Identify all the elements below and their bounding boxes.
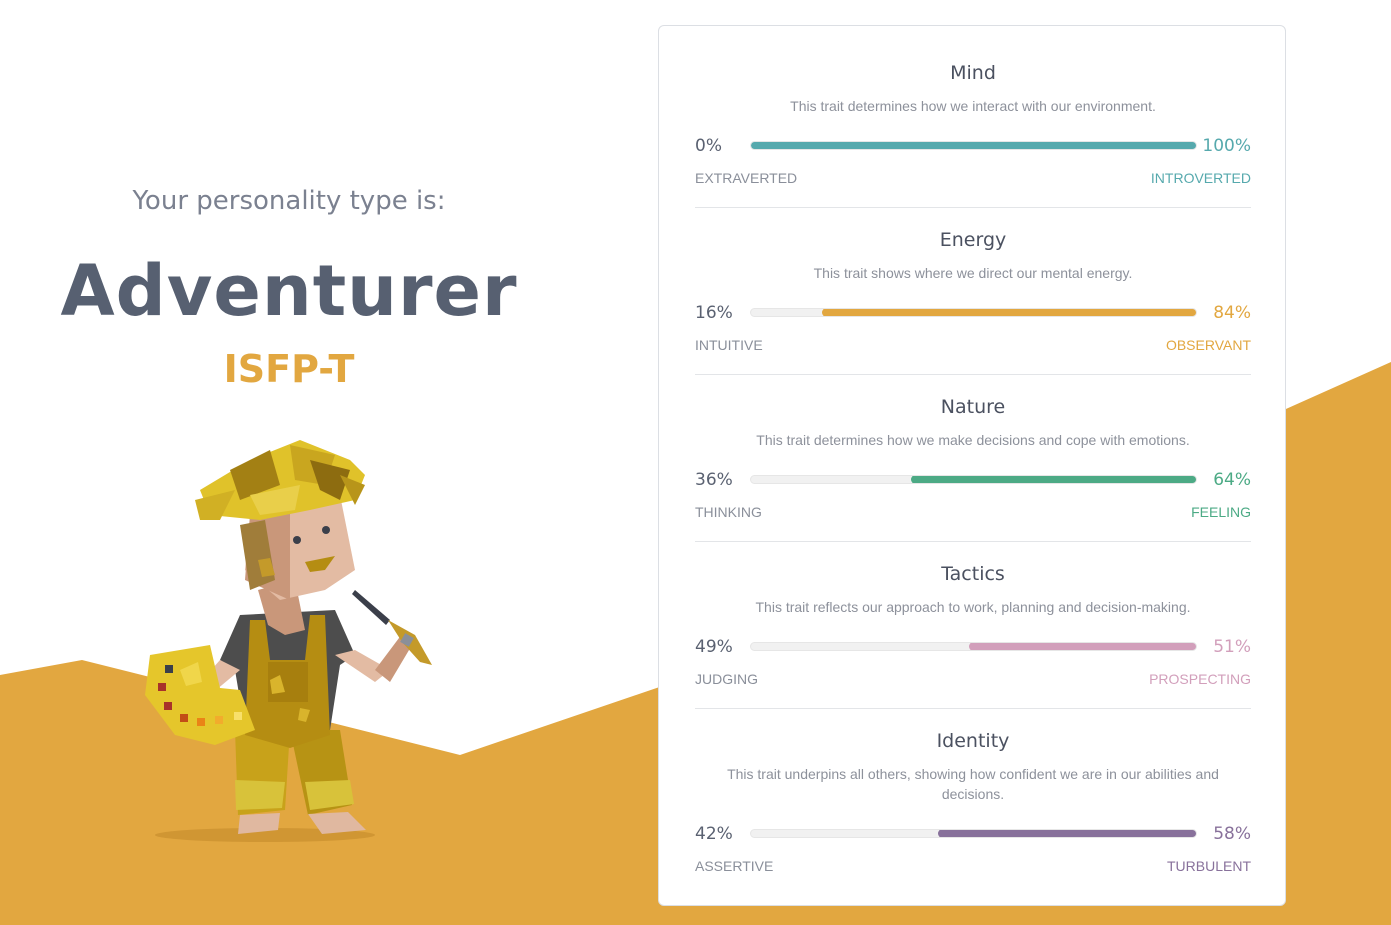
trait-right-percent: 100%: [1202, 136, 1251, 156]
trait-right-percent: 58%: [1213, 824, 1251, 844]
trait-title: Tactics: [941, 563, 1005, 585]
trait-description: This trait underpins all others, showing…: [727, 766, 1219, 802]
adventurer-illustration: [145, 440, 432, 842]
trait-1: Energy This trait shows where we direct o…: [695, 193, 1251, 359]
trait-description: This trait determines how we interact wi…: [790, 98, 1156, 114]
trait-right-label: FEELING: [1191, 504, 1251, 520]
trait-left-label: JUDGING: [695, 671, 758, 687]
trait-left-label: INTUITIVE: [695, 337, 763, 353]
trait-left-percent: 49%: [695, 637, 733, 657]
trait-right-label: PROSPECTING: [1149, 671, 1251, 687]
trait-right-percent: 84%: [1213, 303, 1251, 323]
trait-left-percent: 0%: [695, 136, 722, 156]
trait-right-percent: 51%: [1213, 637, 1251, 657]
trait-divider: [695, 374, 1251, 375]
trait-title: Mind: [950, 62, 996, 84]
trait-bar-fill: [911, 476, 1196, 483]
trait-left-percent: 16%: [695, 303, 733, 323]
traits-card: Mind This trait determines how we interac…: [658, 25, 1286, 906]
trait-right-label: INTROVERTED: [1150, 170, 1251, 186]
trait-divider: [695, 541, 1251, 542]
trait-description: This trait shows where we direct our men…: [813, 265, 1133, 281]
trait-bar-track: [750, 642, 1197, 651]
trait-3: Tactics This trait reflects our approach …: [695, 527, 1251, 693]
trait-description: This trait reflects our approach to work…: [755, 599, 1191, 615]
trait-description: This trait determines how we make decisi…: [756, 432, 1190, 448]
trait-bar-fill: [937, 830, 1196, 837]
trait-right-label: TURBULENT: [1166, 858, 1251, 874]
trait-left-label: EXTRAVERTED: [695, 170, 798, 186]
trait-divider: [695, 207, 1251, 208]
trait-4: Identity This trait underpins all others,…: [695, 694, 1251, 874]
trait-bar-fill: [751, 142, 1196, 149]
personality-type-name: Adventurer: [60, 250, 518, 332]
trait-bar-track: [750, 141, 1197, 150]
trait-right-percent: 64%: [1213, 470, 1251, 490]
personality-type-code: ISFP-T: [223, 347, 355, 391]
trait-bar-fill: [822, 309, 1196, 316]
trait-0: Mind This trait determines how we interac…: [695, 26, 1251, 192]
trait-bar-track: [750, 829, 1197, 838]
trait-divider: [695, 708, 1251, 709]
trait-bar-track: [750, 475, 1197, 484]
trait-left-percent: 36%: [695, 470, 733, 490]
trait-title: Energy: [939, 229, 1007, 251]
trait-left-label: ASSERTIVE: [695, 858, 774, 874]
trait-right-label: OBSERVANT: [1165, 337, 1251, 353]
trait-title: Identity: [936, 730, 1010, 752]
trait-bar-track: [750, 308, 1197, 317]
trait-left-percent: 42%: [695, 824, 733, 844]
trait-left-label: THINKING: [695, 504, 762, 520]
trait-title: Nature: [940, 396, 1006, 418]
personality-intro-text: Your personality type is:: [132, 186, 446, 216]
trait-bar-fill: [969, 643, 1196, 650]
trait-2: Nature This trait determines how we make …: [695, 360, 1251, 526]
